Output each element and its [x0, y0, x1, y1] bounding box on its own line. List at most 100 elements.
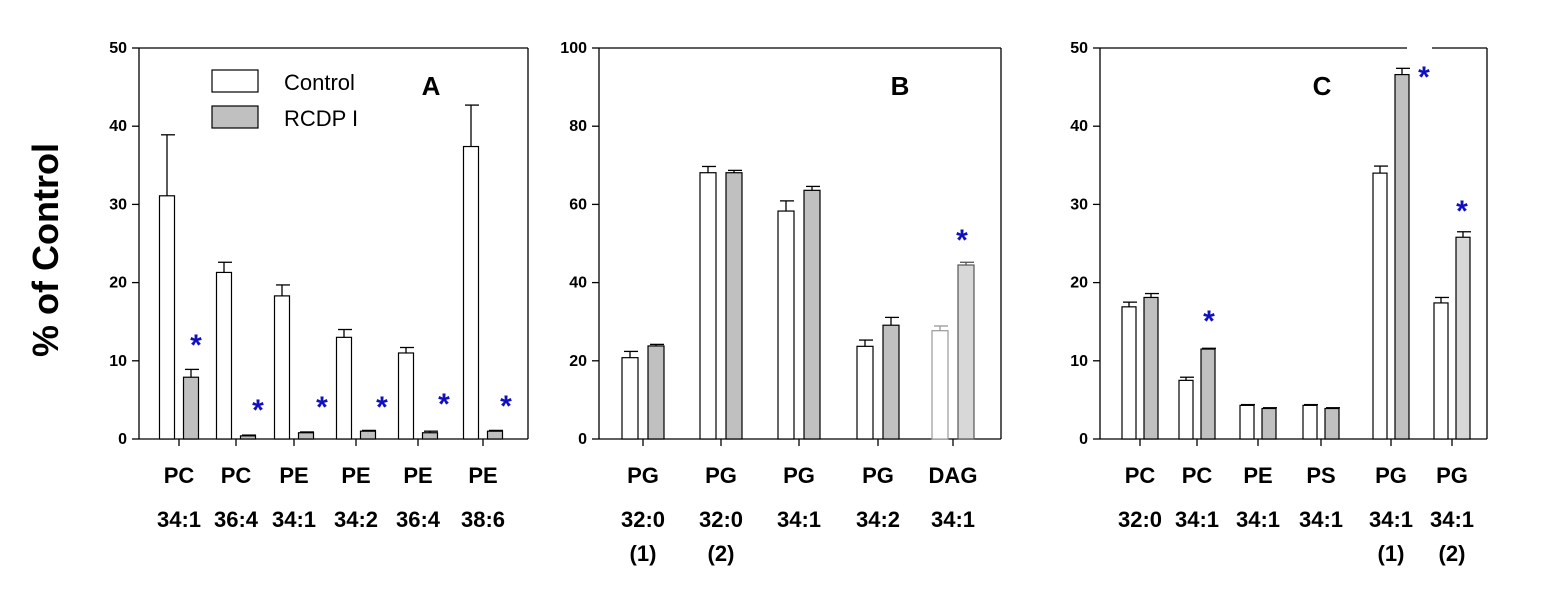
- legend: Control RCDP I: [211, 69, 358, 131]
- x-category-label: 34:1: [157, 507, 201, 532]
- bar-control-b-2: [777, 210, 795, 440]
- x-category-label: 34:1: [931, 507, 975, 532]
- x-category-label: (1): [1378, 541, 1405, 566]
- bar-control-a-4: [397, 352, 415, 440]
- bar-rcdp-b-1: [725, 172, 743, 440]
- significance-star: *: [316, 391, 328, 424]
- x-category-label: PG: [1375, 463, 1407, 488]
- y-tick-label: 10: [109, 353, 127, 370]
- bar-rcdp-c-2: [1261, 407, 1277, 440]
- chart-panel-c: 0 10 20 30 40 50 C PC 32:0 * PC 34:1 PE 34:1 PS 34:1 * PG…: [1070, 40, 1488, 566]
- significance-star: *: [1203, 305, 1215, 338]
- y-tick-label: 100: [560, 40, 587, 57]
- y-tick-label: 20: [109, 275, 127, 292]
- y-tick-label: 40: [109, 118, 127, 135]
- significance-star: *: [500, 390, 512, 423]
- x-category-label: 34:1: [777, 507, 821, 532]
- bar-control-b-1: [699, 172, 717, 440]
- bar-rcdp-c-5: [1455, 236, 1471, 440]
- bar-rcdp-b-2: [803, 189, 821, 440]
- x-category-label: 38:6: [461, 507, 505, 532]
- x-category-label: PG: [705, 463, 737, 488]
- x-category-label: 34:1: [1369, 507, 1413, 532]
- x-category-label: 36:4: [396, 507, 441, 532]
- bar-rcdp-b-4: [957, 264, 975, 440]
- x-category-label: PG: [862, 463, 894, 488]
- bar-rcdp-c-3: [1324, 407, 1340, 440]
- x-category-label: 34:1: [1299, 507, 1343, 532]
- significance-star: *: [252, 394, 264, 427]
- y-tick-label: 30: [1070, 196, 1088, 213]
- bar-control-a-3: [335, 336, 353, 440]
- bar-control-c-1: [1178, 379, 1194, 440]
- bar-control-c-3: [1302, 404, 1318, 440]
- significance-star: *: [376, 391, 388, 424]
- x-category-label: 32:0: [1118, 507, 1162, 532]
- bar-control-a-0: [158, 195, 176, 440]
- panel-letter-c: C: [1313, 71, 1332, 101]
- x-category-label: PG: [783, 463, 815, 488]
- x-category-label: 34:1: [272, 507, 316, 532]
- y-tick-label: 30: [109, 196, 127, 213]
- legend-swatch-control: [211, 69, 259, 93]
- x-category-label: (2): [708, 541, 735, 566]
- bar-rcdp-c-0: [1143, 296, 1159, 440]
- y-tick-label: 40: [569, 275, 587, 292]
- x-category-label: PS: [1306, 463, 1335, 488]
- significance-star: *: [1456, 195, 1468, 228]
- x-category-label: PE: [468, 463, 497, 488]
- x-category-label: 34:1: [1236, 507, 1280, 532]
- bar-rcdp-a-0: [182, 376, 200, 440]
- significance-star: *: [1418, 61, 1430, 94]
- y-tick-label: 80: [569, 118, 587, 135]
- x-category-label: PC: [164, 463, 195, 488]
- bar-rcdp-a-4: [421, 432, 439, 440]
- x-category-label: 32:0: [699, 507, 743, 532]
- legend-swatch-rcdp: [211, 105, 259, 129]
- bar-rcdp-c-4: [1394, 73, 1410, 440]
- significance-star: *: [956, 224, 968, 257]
- bar-control-c-2: [1239, 404, 1255, 440]
- legend-label-control: Control: [284, 70, 355, 95]
- x-category-label: PG: [627, 463, 659, 488]
- bar-control-b-4: [931, 330, 949, 440]
- shared-y-axis-label: % of Control: [25, 143, 66, 357]
- y-tick-label: 0: [1079, 431, 1088, 448]
- x-category-label: 34:1: [1430, 507, 1474, 532]
- bar-control-c-0: [1121, 306, 1137, 440]
- bar-rcdp-c-1: [1200, 348, 1216, 440]
- y-tick-label: 50: [1070, 40, 1088, 57]
- bar-rcdp-a-1: [239, 435, 257, 440]
- x-category-label: PE: [341, 463, 370, 488]
- panel-letter-a: A: [422, 71, 441, 101]
- y-tick-label: 0: [118, 431, 127, 448]
- significance-star: *: [438, 388, 450, 421]
- bar-rcdp-a-2: [297, 432, 315, 440]
- x-category-label: 36:4: [214, 507, 259, 532]
- chart-panel-b: 0 20 40 60 80 100 B PG 32:0 (1) PG 32:0 (2) PG 34:1 PG 3…: [560, 40, 1002, 566]
- x-category-label: PE: [279, 463, 308, 488]
- panel-letter-b: B: [891, 71, 910, 101]
- x-category-label: 34:1: [1175, 507, 1219, 532]
- bar-control-a-1: [215, 271, 233, 440]
- bar-rcdp-b-0: [647, 345, 665, 440]
- bar-control-a-2: [273, 295, 291, 440]
- y-tick-label: 20: [569, 353, 587, 370]
- bar-control-a-5: [462, 145, 480, 440]
- bar-control-b-0: [621, 357, 639, 440]
- x-category-label: 34:2: [856, 507, 900, 532]
- x-category-label: 32:0: [621, 507, 665, 532]
- x-category-label: DAG: [929, 463, 978, 488]
- x-category-label: PC: [1125, 463, 1156, 488]
- x-category-label: PG: [1436, 463, 1468, 488]
- bar-rcdp-a-5: [486, 430, 504, 440]
- bar-control-b-3: [856, 345, 874, 440]
- legend-label-rcdp: RCDP I: [284, 106, 358, 131]
- bar-control-c-5: [1433, 302, 1449, 440]
- y-tick-label: 0: [578, 431, 587, 448]
- x-category-label: PC: [221, 463, 252, 488]
- y-tick-label: 20: [1070, 275, 1088, 292]
- bar-rcdp-a-3: [359, 430, 377, 440]
- y-tick-label: 10: [1070, 353, 1088, 370]
